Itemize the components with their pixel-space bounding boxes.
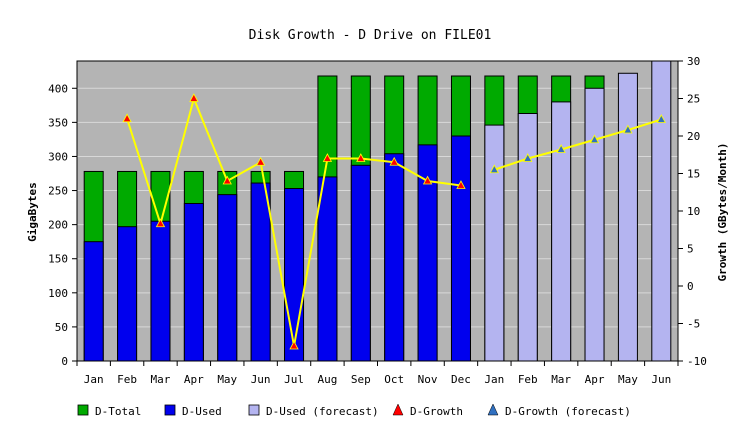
point-d-growth (422, 175, 433, 185)
x-tick-label: Oct (384, 373, 404, 386)
legend-label: D-Used (182, 405, 222, 418)
x-tick-label: Dec (451, 373, 471, 386)
x-tick-label: Jun (651, 373, 671, 386)
legend-swatch (248, 404, 260, 416)
bar-d-used (117, 226, 138, 362)
y-tick-label: 250 (48, 185, 68, 198)
point-d-growth-forecast (523, 153, 533, 162)
x-tick-label: Jan (84, 373, 104, 386)
y-tick-label: 50 (55, 321, 68, 334)
bar-d-used (217, 194, 238, 362)
y2-tick-label: 10 (687, 205, 700, 218)
point-d-growth (222, 175, 232, 185)
y2-tick-label: 5 (687, 243, 694, 256)
y2-axis-label: Growth (GBytes/Month) (716, 142, 729, 281)
bar-d-used-forecast (584, 87, 605, 362)
bar-d-used-forecast (517, 113, 538, 362)
y2-tick-label: 0 (687, 280, 694, 293)
bar-d-used (350, 164, 371, 362)
point-d-growth-forecast (489, 164, 500, 174)
legend-marker (487, 403, 499, 416)
x-tick-label: Feb (117, 373, 137, 386)
bar-d-used (384, 153, 405, 362)
legend-label: D-Growth (410, 405, 463, 418)
point-d-growth (155, 218, 166, 228)
y2-tick-label: 25 (687, 93, 700, 106)
point-d-growth (456, 180, 466, 189)
y-tick-label: 0 (61, 355, 68, 368)
y-tick-label: 100 (48, 287, 68, 300)
bar-d-used (284, 188, 305, 362)
point-d-growth (255, 156, 266, 166)
point-d-growth-forecast (623, 124, 633, 134)
point-d-growth (322, 153, 333, 162)
x-tick-label: Apr (184, 373, 204, 386)
x-tick-label: Sep (351, 373, 371, 386)
bar-d-used (83, 241, 104, 362)
bar-d-used (150, 220, 171, 362)
x-tick-label: Aug (317, 373, 337, 386)
bar-d-used (250, 182, 271, 362)
legend-swatch (164, 404, 176, 416)
y2-tick-label: -5 (687, 318, 700, 331)
x-tick-label: May (618, 373, 638, 386)
chart-title: Disk Growth - D Drive on FILE01 (249, 28, 492, 43)
y-tick-label: 200 (48, 219, 68, 232)
y2-tick-label: 20 (687, 130, 700, 143)
x-tick-label: Mar (151, 373, 171, 386)
point-d-growth (356, 153, 366, 162)
x-tick-label: Feb (518, 373, 538, 386)
point-d-growth (122, 113, 132, 123)
legend-label: D-Total (95, 405, 141, 418)
bar-d-used (183, 203, 204, 362)
bar-d-used (317, 176, 338, 362)
line-d-growth-forecast (494, 118, 662, 171)
y2-tick-label: 15 (687, 168, 700, 181)
bar-d-used-forecast (484, 124, 505, 362)
axes: 0 50 100 150 200 250 300 350 400 -10 -5 0 5 10 15 20 25 3… (48, 55, 707, 386)
legend-label: D-Used (forecast) (266, 405, 379, 418)
y-tick-label: 300 (48, 150, 68, 163)
x-tick-label: Jan (484, 373, 504, 386)
bar-d-used (450, 135, 471, 362)
legend-marker (392, 403, 404, 416)
point-d-growth (189, 93, 199, 102)
legend-label: D-Growth (forecast) (505, 405, 631, 418)
x-tick-label: Apr (585, 373, 605, 386)
gridlines (77, 87, 678, 328)
x-tick-label: Nov (418, 373, 438, 386)
y-tick-label: 400 (48, 82, 68, 95)
x-tick-label: May (217, 373, 237, 386)
legend-swatch (77, 404, 89, 416)
bar-d-used-forecast (617, 72, 638, 362)
point-d-growth (389, 156, 399, 166)
y2-tick-label: 30 (687, 55, 700, 68)
line-marks (122, 93, 666, 350)
bar-d-used-forecast (651, 60, 672, 362)
x-tick-label: Jul (284, 373, 304, 386)
point-d-growth-forecast (556, 144, 566, 153)
y-tick-label: 150 (48, 253, 68, 266)
y-axis-label: GigaBytes (26, 182, 39, 242)
legend: D-Total D-Used D-Used (forecast) D-Growth D-… (77, 403, 631, 418)
plot-area (77, 61, 678, 361)
bar-d-used-forecast (551, 101, 572, 362)
point-d-growth (289, 340, 299, 350)
y2-tick-label: -10 (687, 355, 707, 368)
point-d-growth-forecast (589, 134, 600, 144)
y-tick-label: 350 (48, 116, 68, 129)
point-d-growth-forecast (656, 114, 666, 123)
x-tick-label: Jun (251, 373, 271, 386)
x-tick-label: Mar (551, 373, 571, 386)
